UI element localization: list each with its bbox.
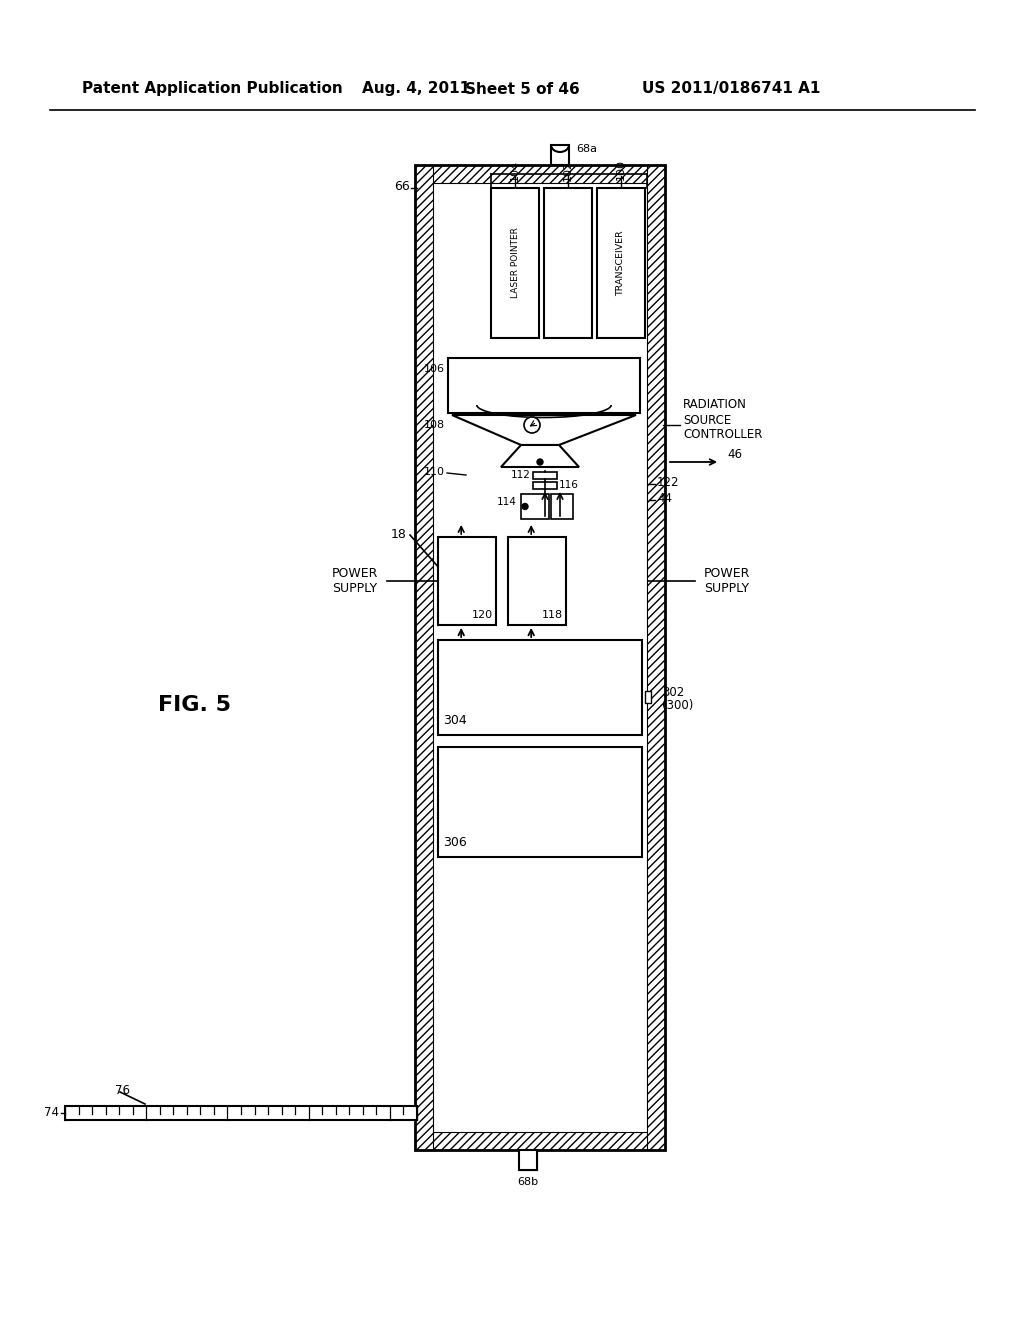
Text: 74: 74: [44, 1106, 59, 1119]
Text: LASER POINTER: LASER POINTER: [511, 227, 519, 298]
Text: RADIATION
SOURCE
CONTROLLER: RADIATION SOURCE CONTROLLER: [683, 399, 763, 441]
Text: 112: 112: [511, 470, 531, 480]
Text: 116: 116: [559, 480, 579, 490]
Bar: [521, 494, 549, 519]
Text: US 2011/0186741 A1: US 2011/0186741 A1: [642, 82, 820, 96]
Circle shape: [537, 459, 543, 465]
Bar: [597, 187, 645, 338]
Bar: [518, 1150, 537, 1170]
Bar: [415, 1133, 665, 1150]
Text: POWER
SUPPLY: POWER SUPPLY: [332, 568, 378, 595]
Text: 122: 122: [657, 475, 680, 488]
Text: 114: 114: [497, 498, 517, 507]
Text: POWER
SUPPLY: POWER SUPPLY: [703, 568, 751, 595]
Text: FIG. 5: FIG. 5: [159, 696, 231, 715]
Bar: [449, 358, 640, 413]
Bar: [534, 482, 557, 488]
Text: 68b: 68b: [517, 1177, 538, 1187]
Bar: [508, 537, 566, 624]
Bar: [490, 187, 539, 338]
Text: 102: 102: [563, 160, 573, 181]
Text: TRANSCEIVER: TRANSCEIVER: [616, 230, 626, 296]
Bar: [544, 187, 592, 338]
Text: 68a: 68a: [575, 144, 597, 154]
Bar: [415, 165, 665, 183]
Bar: [518, 1150, 537, 1170]
Text: 66: 66: [394, 181, 410, 194]
Polygon shape: [452, 414, 636, 445]
Text: 302: 302: [662, 685, 684, 698]
Text: 104: 104: [510, 160, 520, 181]
Bar: [647, 165, 665, 1150]
Text: Sheet 5 of 46: Sheet 5 of 46: [465, 82, 580, 96]
Bar: [645, 690, 651, 704]
Bar: [438, 747, 642, 857]
Bar: [415, 165, 433, 1150]
Polygon shape: [501, 445, 579, 467]
Text: 46: 46: [727, 447, 742, 461]
Bar: [415, 165, 665, 1150]
Bar: [438, 640, 642, 735]
Bar: [534, 473, 557, 479]
Text: 108: 108: [424, 420, 445, 430]
Text: 76: 76: [115, 1084, 130, 1097]
Bar: [65, 1106, 417, 1119]
Bar: [551, 494, 573, 519]
Text: 110: 110: [424, 467, 445, 477]
Text: 44: 44: [657, 492, 672, 506]
Text: (300): (300): [662, 698, 693, 711]
Text: 18: 18: [391, 528, 407, 541]
Text: 304: 304: [443, 714, 467, 727]
Circle shape: [522, 503, 528, 510]
Circle shape: [524, 417, 540, 433]
Text: 106: 106: [424, 364, 445, 374]
Bar: [551, 145, 569, 165]
Text: 118: 118: [542, 610, 563, 620]
Text: Patent Application Publication: Patent Application Publication: [82, 82, 343, 96]
Bar: [438, 537, 496, 624]
Text: 100: 100: [616, 160, 626, 181]
Text: 120: 120: [472, 610, 493, 620]
Text: 306: 306: [443, 836, 467, 849]
Text: Aug. 4, 2011: Aug. 4, 2011: [362, 82, 470, 96]
